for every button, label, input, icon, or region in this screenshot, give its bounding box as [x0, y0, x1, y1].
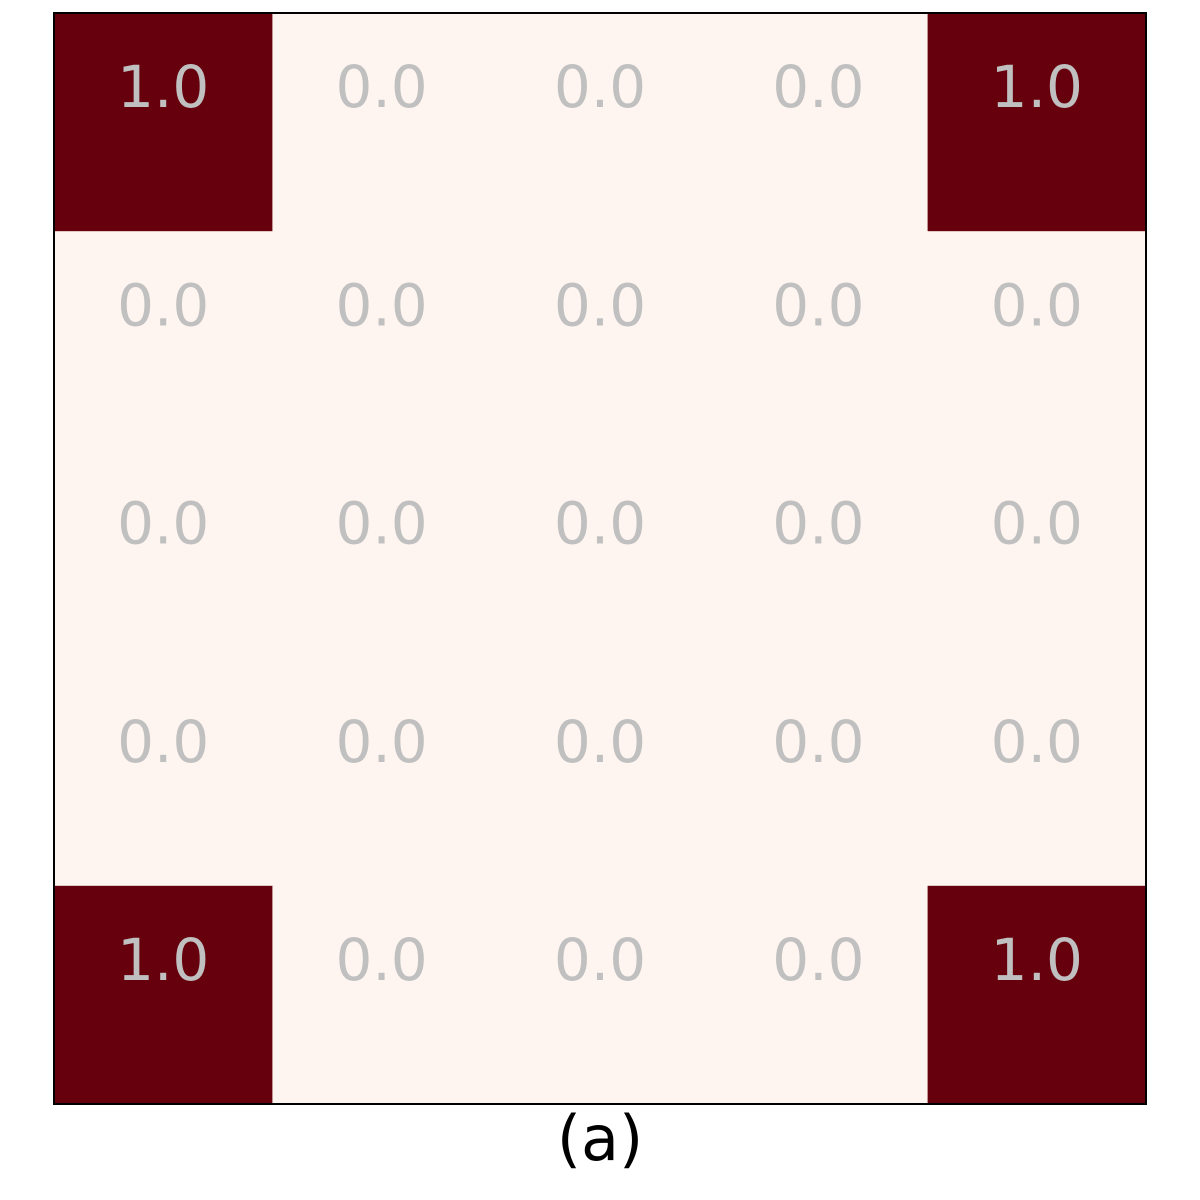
heatmap-cell-label-r2-c0: 0.0 [117, 490, 209, 558]
heatmap-cell-label-r0-c0: 1.0 [117, 53, 209, 121]
heatmap-cell-label-r1-c4: 0.0 [991, 271, 1083, 339]
heatmap-cell-r4-c3 [709, 885, 929, 1105]
heatmap-cell-label-r3-c4: 0.0 [991, 708, 1083, 776]
heatmap-cell-r1-c0 [54, 231, 273, 450]
heatmap-cell-r0-c3 [709, 13, 929, 232]
heatmap-cell-r4-c2 [490, 885, 710, 1105]
heatmap-cell-r3-c2 [490, 667, 710, 887]
heatmap-cell-label-r4-c1: 0.0 [335, 926, 427, 994]
heatmap-cell-r2-c1 [272, 449, 492, 669]
heatmap-cell-label-r3-c1: 0.0 [335, 708, 427, 776]
heatmap-cell-r1-c1 [272, 231, 492, 450]
heatmap-cell-label-r2-c3: 0.0 [772, 490, 864, 558]
heatmap-cell-r4-c1 [272, 885, 492, 1105]
heatmap-cells [54, 13, 1147, 1105]
heatmap-cell-label-r0-c2: 0.0 [554, 53, 646, 121]
heatmap-cell-r3-c3 [709, 667, 929, 887]
heatmap-cell-r2-c4 [927, 449, 1147, 669]
heatmap-cell-label-r3-c0: 0.0 [117, 708, 209, 776]
heatmap-cell-label-r2-c1: 0.0 [335, 490, 427, 558]
heatmap-cell-r3-c1 [272, 667, 492, 887]
heatmap-cell-label-r4-c0: 1.0 [117, 926, 209, 994]
heatmap-cell-r2-c2 [490, 449, 710, 669]
heatmap-cell-label-r1-c2: 0.0 [554, 271, 646, 339]
heatmap-cell-r3-c4 [927, 667, 1147, 887]
heatmap-cell-r0-c2 [490, 13, 710, 232]
heatmap-cell-label-r0-c1: 0.0 [335, 53, 427, 121]
heatmap-cell-r1-c3 [709, 231, 929, 450]
heatmap-cell-label-r0-c4: 1.0 [991, 53, 1083, 121]
heatmap-cell-label-r2-c2: 0.0 [554, 490, 646, 558]
heatmap-cell-r2-c0 [54, 449, 273, 669]
heatmap-cell-r3-c0 [54, 667, 273, 887]
heatmap-cell-label-r4-c4: 1.0 [991, 926, 1083, 994]
heatmap-cell-label-r1-c0: 0.0 [117, 271, 209, 339]
heatmap-cell-label-r3-c2: 0.0 [554, 708, 646, 776]
heatmap-cell-r0-c4 [927, 13, 1147, 232]
heatmap-cell-r1-c4 [927, 231, 1147, 450]
heatmap-cell-r4-c4 [927, 885, 1147, 1105]
heatmap-cell-r4-c0 [54, 885, 273, 1105]
heatmap-cell-r0-c1 [272, 13, 492, 232]
heatmap-labels: 1.0 0.0 0.0 0.0 1.0 0.0 0.0 0.0 0.0 0.0 0.0 0.0 0.0 0… [117, 53, 1083, 994]
heatmap-cell-label-r4-c3: 0.0 [772, 926, 864, 994]
heatmap-cell-label-r2-c4: 0.0 [991, 490, 1083, 558]
heatmap-cell-r1-c2 [490, 231, 710, 450]
heatmap-cell-label-r3-c3: 0.0 [772, 708, 864, 776]
heatmap-cell-label-r1-c3: 0.0 [772, 271, 864, 339]
heatmap-cell-r0-c0 [54, 13, 273, 232]
heatmap-cell-r2-c3 [709, 449, 929, 669]
heatmap-frame [53, 12, 1147, 1105]
figure-caption: (a) [556, 1102, 644, 1175]
heatmap-cell-label-r1-c1: 0.0 [335, 271, 427, 339]
heatmap-cell-label-r4-c2: 0.0 [554, 926, 646, 994]
heatmap-cell-label-r0-c3: 0.0 [772, 53, 864, 121]
